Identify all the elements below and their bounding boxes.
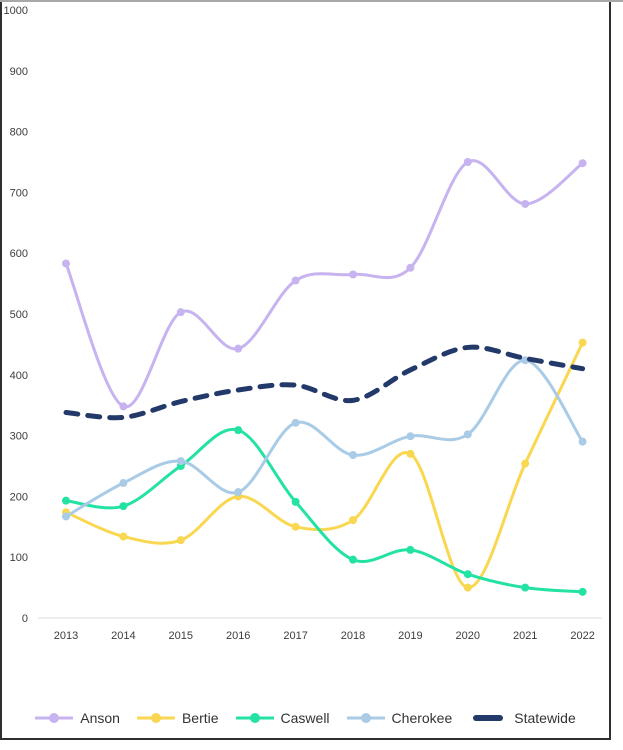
legend-label: Statewide — [514, 710, 576, 726]
series-cherokee-point-2015 — [176, 457, 185, 466]
series-cherokee-point-2018 — [349, 451, 357, 460]
y-axis-tick-label: 100 — [10, 552, 28, 564]
series-caswell-point-2014 — [119, 502, 128, 511]
y-axis-tick-label: 600 — [10, 248, 28, 260]
x-axis-tick-label: 2016 — [226, 630, 250, 642]
series-caswell — [62, 426, 587, 596]
chart-legend: Anson Bertie Caswell Cherokee Statewide — [2, 710, 609, 726]
legend-line-sample-icon — [35, 713, 74, 723]
x-axis-tick-label: 2017 — [283, 630, 307, 642]
series-bertie-point-2014 — [119, 532, 128, 541]
y-axis-tick-label: 900 — [10, 66, 28, 78]
series-caswell-point-2021 — [521, 583, 530, 592]
series-anson-point-2021 — [521, 199, 530, 208]
series-anson-point-2019 — [406, 263, 415, 272]
series-anson-point-2015 — [176, 308, 185, 317]
legend-item-anson[interactable]: Anson — [35, 710, 120, 726]
series-caswell-line — [64, 427, 585, 594]
series-caswell-point-2016 — [234, 426, 243, 435]
series-statewide — [63, 344, 586, 421]
series-anson-point-2014 — [119, 402, 128, 411]
series-bertie — [62, 338, 587, 592]
series-cherokee-point-2019 — [406, 432, 415, 441]
legend-line-sample-icon — [136, 713, 175, 723]
series-anson-point-2018 — [349, 270, 357, 279]
y-axis-tick-label: 700 — [10, 187, 28, 199]
series-caswell-point-2019 — [406, 545, 415, 554]
series-anson-point-2017 — [291, 276, 300, 285]
legend-item-statewide[interactable]: Statewide — [469, 710, 576, 726]
y-axis-tick-label: 200 — [10, 491, 28, 503]
series-cherokee-point-2022 — [578, 437, 587, 446]
line-chart-canvas: 0 100 200 300 400 500 600 700 800 900 1000 2013 2014… — [4, 5, 602, 642]
top-border — [0, 0, 623, 2]
series-anson-line — [64, 159, 585, 408]
series-anson-point-2016 — [234, 344, 243, 353]
x-axis-tick-label: 2015 — [169, 630, 193, 642]
series-bertie-line — [64, 341, 585, 590]
y-axis-tick-label: 300 — [10, 431, 28, 443]
series-bertie-point-2020 — [463, 583, 472, 592]
y-axis-tick-label: 1000 — [4, 5, 28, 17]
legend-label: Caswell — [280, 710, 330, 726]
legend-label: Cherokee — [391, 710, 453, 726]
series-cherokee-point-2014 — [119, 479, 128, 488]
x-axis-tick-label: 2022 — [570, 630, 594, 642]
series-anson-point-2022 — [578, 159, 587, 168]
series-bertie-point-2017 — [291, 522, 300, 531]
legend-line-sample-icon — [346, 713, 385, 723]
legend-line-sample-icon — [473, 715, 504, 721]
series-cherokee-point-2013 — [62, 512, 70, 521]
series-bertie-point-2015 — [176, 536, 185, 545]
legend-line-sample-icon — [235, 713, 274, 723]
series-bertie-point-2022 — [578, 338, 587, 347]
series-caswell-point-2022 — [578, 587, 587, 596]
x-axis-tick-label: 2021 — [513, 630, 537, 642]
x-axis-tick-label: 2018 — [341, 630, 365, 642]
legend-item-cherokee[interactable]: Cherokee — [346, 710, 453, 726]
legend-label: Anson — [80, 710, 120, 726]
y-axis-tick-label: 0 — [22, 613, 28, 625]
x-axis-tick-label: 2014 — [111, 630, 135, 642]
series-caswell-point-2013 — [62, 496, 70, 505]
y-axis-tick-label: 500 — [10, 309, 28, 321]
series-cherokee-line — [64, 358, 585, 518]
series-bertie-point-2021 — [521, 459, 530, 468]
chart-container: 0 100 200 300 400 500 600 700 800 900 1000 2013 2014… — [0, 2, 611, 740]
x-axis-tick-label: 2019 — [398, 630, 422, 642]
series-statewide-line — [63, 344, 586, 421]
series-anson-point-2013 — [62, 259, 70, 268]
series-anson-point-2020 — [463, 158, 472, 166]
series-cherokee-point-2017 — [291, 418, 300, 427]
series-caswell-point-2017 — [291, 497, 300, 506]
y-axis-tick-label: 800 — [10, 127, 28, 139]
legend-item-caswell[interactable]: Caswell — [235, 710, 330, 726]
legend-item-bertie[interactable]: Bertie — [136, 710, 219, 726]
x-axis-tick-label: 2020 — [456, 630, 480, 642]
series-caswell-point-2020 — [463, 570, 472, 579]
series-cherokee-point-2016 — [234, 488, 243, 497]
series-bertie-point-2019 — [406, 449, 415, 458]
series-anson — [62, 158, 587, 411]
y-axis-tick-label: 400 — [10, 370, 28, 382]
series-caswell-point-2018 — [349, 555, 357, 564]
x-axis-tick-label: 2013 — [54, 630, 78, 642]
series-bertie-point-2018 — [349, 516, 357, 525]
series-cherokee-point-2020 — [463, 430, 472, 439]
legend-label: Bertie — [181, 710, 219, 726]
